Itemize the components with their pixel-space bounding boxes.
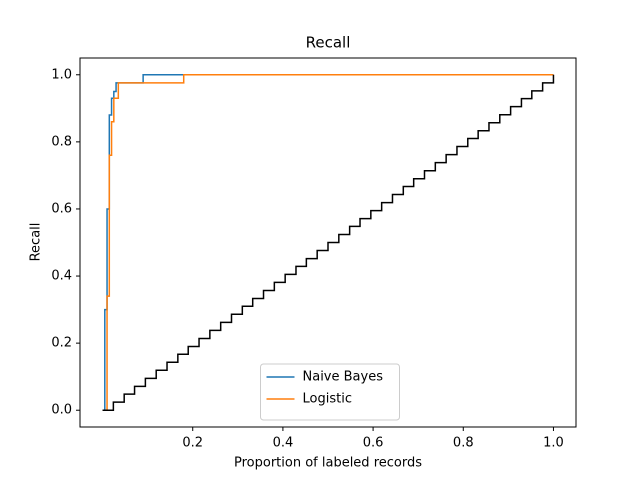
x-axis-label: Proportion of labeled records <box>234 456 422 471</box>
plot-frame <box>79 57 577 428</box>
x-tick-label: 0.2 <box>182 436 203 451</box>
y-tick-label: 0.4 <box>51 269 72 284</box>
y-tick-label: 0.6 <box>51 201 72 216</box>
x-tick-label: 0.6 <box>363 436 384 451</box>
x-tick-label: 0.4 <box>273 436 294 451</box>
y-tick-label: 0.8 <box>51 134 72 149</box>
y-tick-label: 0.2 <box>51 336 72 351</box>
y-tick-label: 1.0 <box>51 67 72 82</box>
x-tick-label: 0.8 <box>453 436 474 451</box>
y-tick-label: 0.0 <box>51 403 72 418</box>
series-line <box>102 74 555 411</box>
x-tick-label: 1.0 <box>543 436 564 451</box>
y-axis-label: Recall <box>29 223 44 262</box>
legend: Naive Bayes Logistic <box>260 363 400 421</box>
legend-label: Logistic <box>303 392 352 407</box>
series-line <box>102 74 554 411</box>
legend-box <box>260 363 400 421</box>
chart-title: Recall <box>306 34 351 52</box>
legend-label: Naive Bayes <box>303 370 384 385</box>
